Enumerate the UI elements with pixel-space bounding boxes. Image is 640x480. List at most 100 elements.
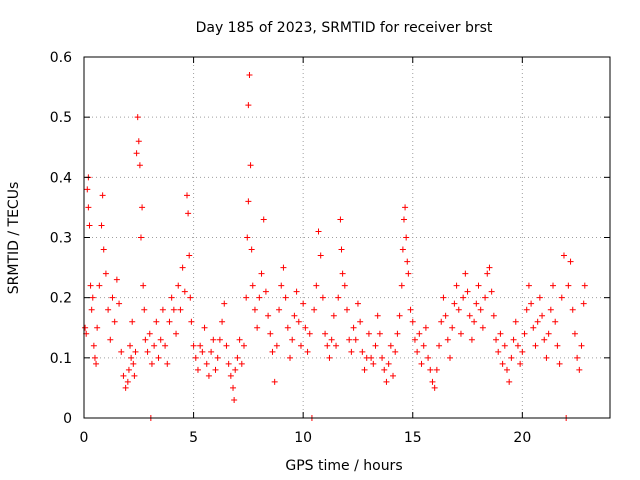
data-point: [315, 228, 322, 235]
data-point: [84, 186, 91, 193]
data-point: [431, 384, 438, 391]
data-point: [425, 354, 432, 361]
data-point: [234, 354, 241, 361]
data-point: [396, 312, 403, 319]
data-point: [96, 282, 103, 289]
data-point: [129, 318, 136, 325]
data-point: [173, 330, 180, 337]
data-point: [181, 288, 188, 295]
data-point: [376, 330, 383, 337]
data-point: [116, 300, 123, 307]
data-point: [107, 336, 114, 343]
data-point: [482, 294, 489, 301]
data-point: [85, 204, 92, 211]
data-point: [86, 222, 93, 229]
data-point: [436, 342, 443, 349]
data-point: [326, 354, 333, 361]
data-point: [227, 372, 234, 379]
data-point: [547, 306, 554, 313]
data-point: [127, 342, 134, 349]
data-point: [135, 138, 142, 145]
data-point: [411, 336, 418, 343]
data-point: [89, 294, 96, 301]
y-tick-label: 0: [63, 411, 72, 427]
data-point: [175, 282, 182, 289]
data-point: [539, 312, 546, 319]
data-point: [530, 324, 537, 331]
data-point: [486, 264, 493, 271]
data-point: [556, 360, 563, 367]
data-point: [338, 246, 345, 253]
data-point: [168, 294, 175, 301]
data-point: [291, 312, 298, 319]
data-point: [404, 258, 411, 265]
data-point: [164, 360, 171, 367]
data-point: [269, 348, 276, 355]
data-point: [187, 294, 194, 301]
data-point: [383, 378, 390, 385]
data-point: [297, 342, 304, 349]
data-point: [350, 324, 357, 331]
data-point: [317, 252, 324, 259]
data-point: [208, 348, 215, 355]
data-point: [534, 318, 541, 325]
data-point: [132, 348, 139, 355]
data-point: [385, 360, 392, 367]
data-point: [567, 258, 574, 265]
data-point: [578, 342, 585, 349]
data-point: [479, 324, 486, 331]
data-point: [341, 282, 348, 289]
data-point: [422, 324, 429, 331]
data-point: [157, 336, 164, 343]
data-point: [407, 306, 414, 313]
data-point: [503, 366, 510, 373]
data-point: [212, 366, 219, 373]
data-point: [90, 342, 97, 349]
data-point: [197, 342, 204, 349]
data-point: [319, 294, 326, 301]
data-point: [210, 336, 217, 343]
data-point: [111, 318, 118, 325]
data-point: [335, 294, 342, 301]
data-point: [245, 102, 252, 109]
y-tick-label: 0.6: [50, 50, 72, 66]
x-axis-label: GPS time / hours: [285, 458, 402, 474]
data-point: [368, 354, 375, 361]
data-point: [451, 300, 458, 307]
data-point: [462, 270, 469, 277]
data-point: [254, 324, 261, 331]
data-point: [352, 336, 359, 343]
data-point: [162, 342, 169, 349]
data-point: [153, 318, 160, 325]
x-tick-label: 15: [404, 430, 422, 446]
data-point: [394, 330, 401, 337]
data-point: [387, 342, 394, 349]
data-point: [280, 264, 287, 271]
data-point: [267, 330, 274, 337]
data-point: [306, 330, 313, 337]
data-point: [244, 234, 251, 241]
data-point: [232, 366, 239, 373]
data-point: [348, 348, 355, 355]
data-point: [517, 360, 524, 367]
y-tick-label: 0.1: [50, 351, 72, 367]
data-point: [240, 342, 247, 349]
data-point: [140, 282, 147, 289]
data-point: [399, 246, 406, 253]
data-point: [506, 378, 513, 385]
data-point: [136, 162, 143, 169]
data-point: [205, 372, 212, 379]
data-point: [571, 330, 578, 337]
x-tick-label: 10: [294, 430, 312, 446]
data-point: [185, 210, 192, 217]
data-point: [536, 294, 543, 301]
y-axis-ticks: 0 0.1 0.2 0.3 0.4 0.5 0.6: [50, 50, 610, 427]
data-point: [98, 222, 105, 229]
data-points: [82, 72, 588, 421]
data-point: [365, 330, 372, 337]
data-point: [278, 282, 285, 289]
data-point: [409, 318, 416, 325]
data-point: [466, 312, 473, 319]
data-point: [133, 150, 140, 157]
data-point: [499, 360, 506, 367]
